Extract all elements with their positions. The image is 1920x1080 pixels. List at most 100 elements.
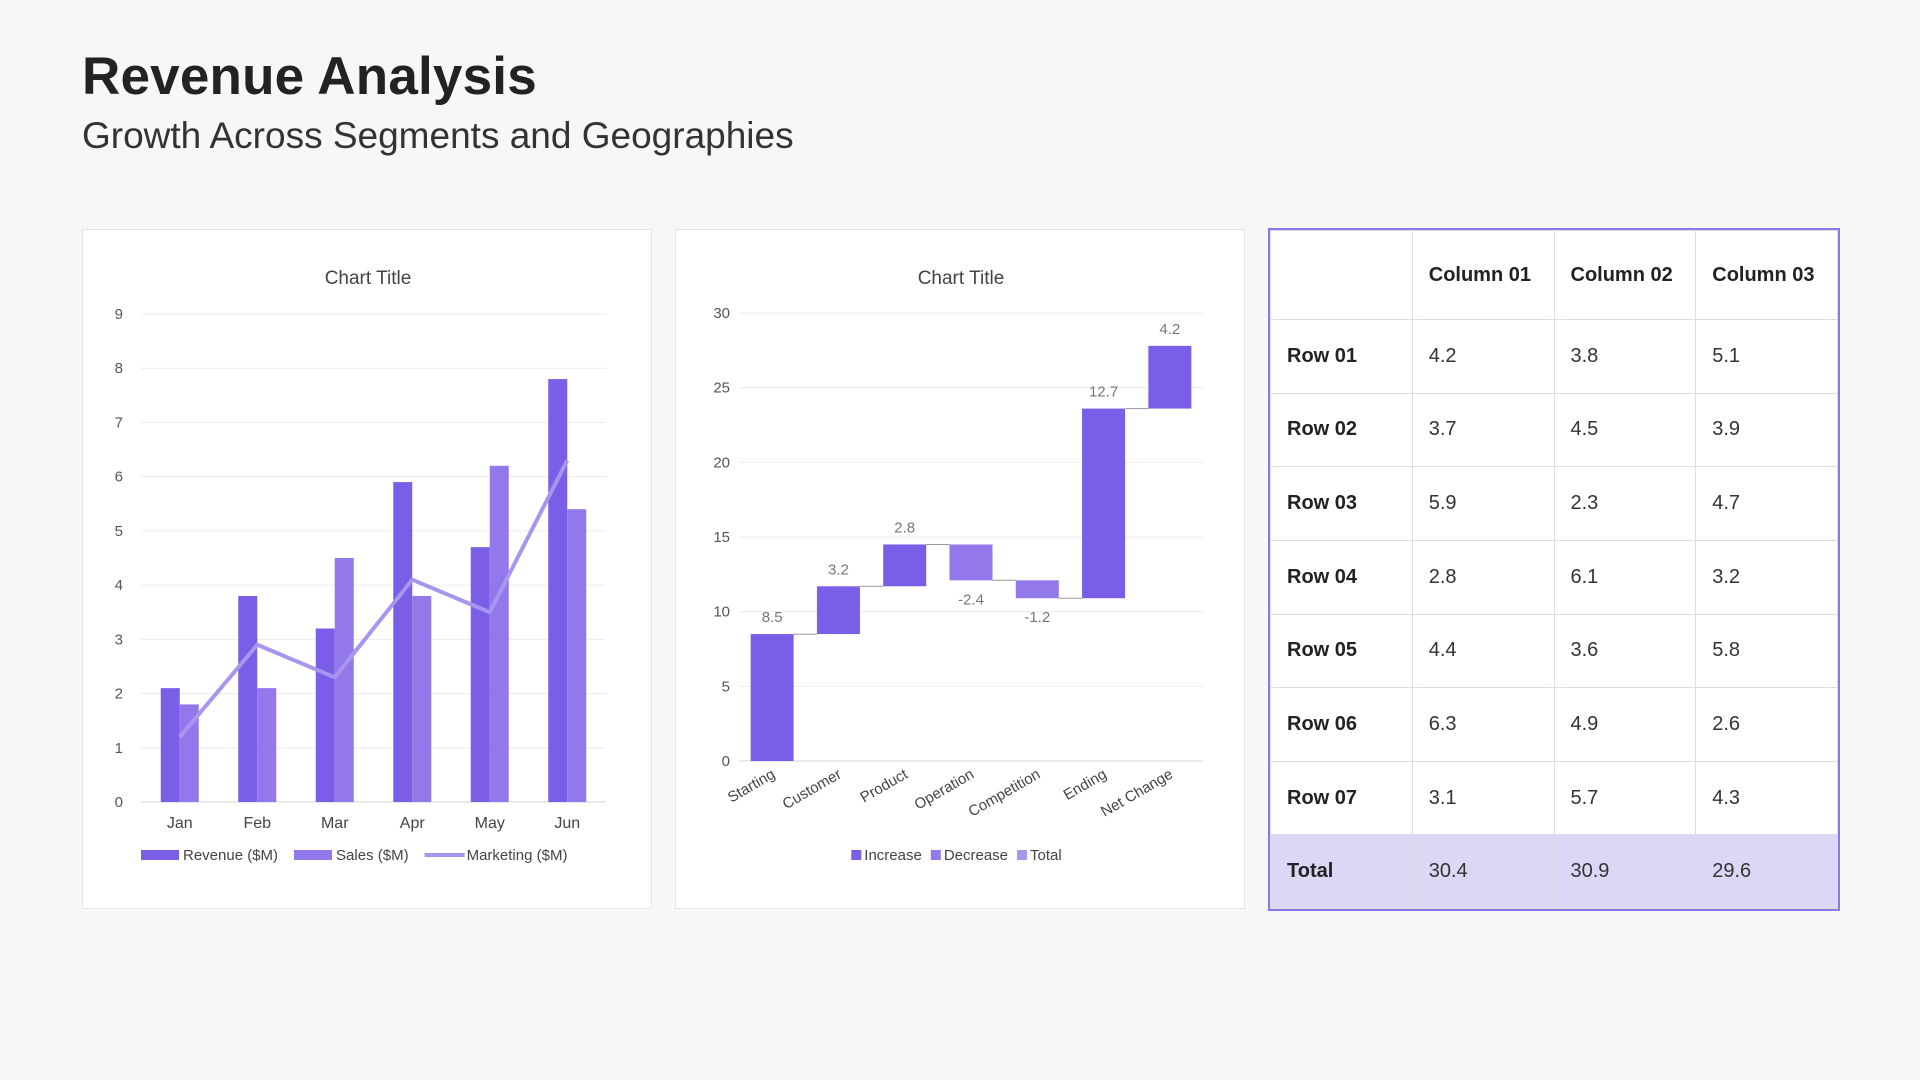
- bar-revenue: [548, 379, 568, 802]
- bar-sales: [334, 558, 354, 802]
- row-label: Row 03: [1270, 466, 1413, 541]
- table-header-cell: [1270, 230, 1413, 320]
- total-cell: 30.9: [1553, 834, 1697, 909]
- legend-swatch: [294, 850, 333, 860]
- x-tick-label: Jan: [167, 815, 193, 832]
- waterfall-bar-increase: [1148, 345, 1192, 409]
- line-marketing: [178, 459, 570, 739]
- bar-revenue: [160, 688, 180, 802]
- legend-swatch: [1017, 850, 1028, 860]
- legend-label: Revenue ($M): [183, 847, 278, 864]
- y-tick-label: 9: [115, 306, 123, 323]
- data-label: -1.2: [1024, 609, 1050, 626]
- bar-revenue: [315, 628, 335, 802]
- y-tick-label: 4: [115, 577, 123, 594]
- table-cell: 5.7: [1553, 760, 1697, 836]
- bar-revenue: [238, 595, 258, 802]
- table-cell: 4.4: [1411, 613, 1555, 689]
- bar-sales: [567, 509, 587, 802]
- chart-title: Chart Title: [325, 268, 412, 289]
- x-tick-label: Product: [857, 765, 911, 806]
- legend-swatch: [851, 850, 862, 860]
- x-tick-label: Jun: [554, 815, 580, 832]
- y-tick-label: 1: [115, 740, 123, 757]
- x-tick-label: Mar: [321, 815, 349, 832]
- row-label: Row 05: [1270, 613, 1413, 689]
- y-tick-label: 0: [115, 794, 123, 811]
- data-label: 12.7: [1089, 384, 1118, 401]
- bar-sales: [489, 465, 509, 802]
- y-tick-label: 10: [713, 604, 730, 621]
- data-label: 3.2: [828, 561, 849, 578]
- table-row: Row 04 2.8 6.1 3.2: [1270, 539, 1838, 615]
- waterfall-chart-panel: Chart Title 0 5 10 15 20 25 30 8.5 Starting 3.2 Cus…: [675, 229, 1245, 909]
- table-row: Row 03 5.9 2.3 4.7: [1270, 466, 1838, 541]
- legend-label: Total: [1030, 847, 1062, 864]
- table-cell: 2.6: [1695, 687, 1838, 762]
- bar-revenue: [393, 482, 413, 802]
- legend-label: Increase: [864, 847, 922, 864]
- table-cell: 3.8: [1553, 319, 1697, 394]
- x-tick-label: Feb: [243, 815, 271, 832]
- grouped-bar-chart-panel: Chart Title 0 1 2 3 4 5 6 7 8 9 Jan Feb Mar Apr May Jun R…: [82, 229, 652, 909]
- y-tick-label: 2: [115, 686, 123, 703]
- table-cell: 4.7: [1695, 466, 1838, 541]
- table-cell: 4.9: [1553, 687, 1697, 762]
- total-cell: 30.4: [1411, 834, 1555, 909]
- grouped-bar-chart: Chart Title 0 1 2 3 4 5 6 7 8 9 Jan Feb Mar Apr May Jun R…: [115, 268, 606, 864]
- legend-label: Sales ($M): [336, 847, 409, 864]
- x-tick-label: May: [475, 815, 505, 832]
- table-cell: 3.6: [1553, 613, 1697, 689]
- table-cell: 4.5: [1553, 392, 1697, 468]
- page-subtitle: Growth Across Segments and Geographies: [82, 115, 794, 156]
- y-tick-label: 6: [115, 469, 123, 486]
- waterfall-bar-decrease: [1015, 580, 1059, 599]
- table-header-cell: Column 02: [1553, 230, 1697, 320]
- total-label: Total: [1270, 834, 1413, 909]
- data-table-panel: Column 01 Column 02 Column 03 Row 01 4.2…: [1268, 228, 1840, 911]
- row-label: Row 01: [1270, 319, 1413, 394]
- x-tick-label: Apr: [400, 815, 426, 832]
- bar-revenue: [470, 547, 490, 802]
- data-table: Column 01 Column 02 Column 03 Row 01 4.2…: [1270, 230, 1838, 909]
- table-row: Row 07 3.1 5.7 4.3: [1270, 760, 1838, 836]
- waterfall-bar-increase: [883, 544, 927, 587]
- bar-sales: [412, 595, 432, 802]
- y-tick-label: 5: [722, 678, 730, 695]
- data-label: 8.5: [762, 609, 783, 626]
- table-cell: 3.9: [1695, 392, 1838, 468]
- table-cell: 3.1: [1411, 760, 1555, 836]
- row-label: Row 07: [1270, 760, 1413, 836]
- x-tick-label: Net Change: [1098, 766, 1176, 821]
- table-cell: 3.7: [1411, 392, 1555, 468]
- y-tick-label: 7: [115, 414, 123, 431]
- table-row: Row 01 4.2 3.8 5.1: [1270, 319, 1838, 394]
- waterfall-chart: Chart Title 0 5 10 15 20 25 30 8.5 Starting 3.2 Cus…: [713, 268, 1203, 864]
- table-total-row: Total 30.4 30.9 29.6: [1270, 834, 1838, 909]
- table-header-cell: Column 03: [1695, 230, 1838, 320]
- y-tick-label: 3: [115, 631, 123, 648]
- y-tick-label: 15: [713, 529, 730, 546]
- table-header-cell: Column 01: [1411, 230, 1555, 320]
- waterfall-bar-increase: [750, 634, 794, 761]
- table-cell: 4.3: [1695, 760, 1838, 836]
- y-tick-label: 30: [713, 305, 730, 322]
- y-tick-label: 25: [713, 380, 730, 397]
- row-label: Row 04: [1270, 539, 1413, 615]
- row-label: Row 02: [1270, 392, 1413, 468]
- table-row: Row 02 3.7 4.5 3.9: [1270, 392, 1838, 468]
- page-title: Revenue Analysis: [82, 47, 537, 106]
- x-tick-label: Starting: [725, 766, 778, 807]
- bar-sales: [257, 688, 277, 802]
- y-tick-label: 20: [713, 454, 730, 471]
- table-header-row: Column 01 Column 02 Column 03: [1270, 230, 1838, 320]
- table-cell: 4.2: [1411, 319, 1555, 394]
- row-label: Row 06: [1270, 687, 1413, 762]
- waterfall-bar-increase: [816, 586, 860, 635]
- table-cell: 5.9: [1411, 466, 1555, 541]
- x-tick-label: Competition: [965, 766, 1043, 821]
- legend-label: Marketing ($M): [467, 847, 568, 864]
- legend-swatch: [930, 850, 941, 860]
- table-row: Row 06 6.3 4.9 2.6: [1270, 687, 1838, 762]
- x-tick-label: Customer: [780, 766, 845, 813]
